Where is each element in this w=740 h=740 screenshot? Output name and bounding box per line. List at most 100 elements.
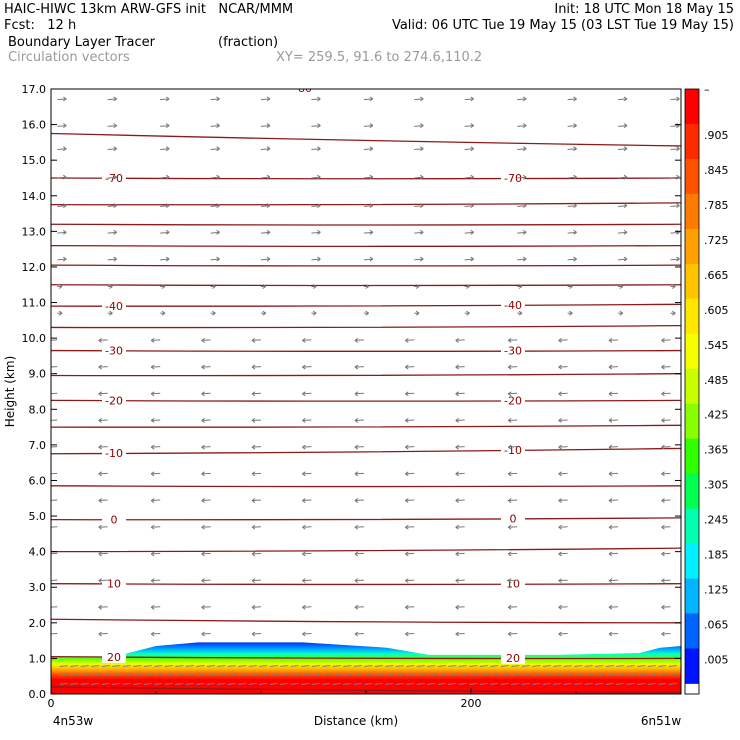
wind-vector-head [201,391,205,397]
wind-vector [637,673,646,676]
wind-vector [311,205,321,207]
wind-vector-head [558,471,562,477]
wind-vector [196,665,205,668]
wind-vector-head [608,418,613,423]
wind-vector [302,606,312,608]
wind-vector-head [98,418,102,423]
wind-vector [210,205,220,207]
wind-vector-head [98,471,102,477]
wind-vector-head [317,123,321,128]
wind-vector [363,98,373,101]
wind-vector-head [365,310,369,316]
wind-vector [151,472,161,475]
wind-vector [260,176,271,179]
wind-vector [567,231,577,234]
wind-vector [302,579,312,582]
wind-vector-head [420,123,424,128]
wind-vector [661,366,671,368]
wind-vector-head [623,229,628,235]
wind-vector-head [573,96,577,102]
wind-vector [269,673,278,676]
wind-vector-head [507,498,512,503]
wind-vector [57,176,67,179]
wind-vector [91,682,100,685]
colorbar-swatch [685,648,699,685]
wind-vector [151,366,161,368]
wind-vector [251,472,262,475]
wind-vector [302,446,312,448]
wind-vector [626,673,635,676]
wind-vector-head [58,284,63,289]
wind-vector-head [113,174,117,180]
wind-vector [98,366,108,368]
wind-vector-head [317,174,321,180]
contour-label-bg [102,171,126,184]
wind-vector-head [558,524,562,530]
wind-vector [201,526,211,528]
wind-vector [101,682,110,685]
colorbar-swatch [685,333,699,370]
wind-vector [196,673,205,676]
wind-vector-head [369,146,374,152]
wind-vector-head [98,444,102,450]
wind-vector [311,673,320,676]
wind-vector [464,258,474,261]
wind-vector [91,665,100,668]
wind-vector-head [369,96,374,102]
wind-vector [508,526,518,528]
wind-vector [185,665,194,668]
wind-vector-head [369,174,374,180]
wind-vector [608,579,619,582]
field-name: Boundary Layer Tracer [8,35,155,50]
wind-vector-head [251,524,256,530]
wind-vector [175,682,184,685]
wind-vector-head [302,631,306,637]
wind-vector-head [470,229,474,235]
wind-vector-head [354,551,359,557]
wind-vector [248,682,257,685]
wind-vector-head [470,146,474,152]
wind-vector [59,682,68,685]
wind-vector-head [369,229,374,235]
wind-vector [608,419,619,421]
wind-vector-head [608,364,613,370]
wind-vector [670,125,680,127]
contour-label-bg [501,651,525,664]
wind-vector [532,682,541,685]
wind-vector-head [455,418,459,423]
wind-vector [251,526,262,528]
wind-vector [608,366,619,368]
wind-vector-head [216,123,220,128]
wind-vector [558,552,568,555]
wind-vector-head [470,96,474,102]
wind-vector [553,682,562,685]
wind-vector [302,339,312,341]
wind-vector [201,552,211,555]
wind-vector [567,148,577,150]
wind-vector [508,606,518,608]
wind-vector-head [63,96,67,102]
wind-vector-head [251,471,256,477]
wind-vector [558,606,568,608]
contour-line [51,202,681,206]
wind-vector [405,499,415,502]
wind-vector-head [98,391,102,397]
wind-vector-head [369,203,374,209]
wind-vector [363,148,373,150]
wind-vector-head [455,498,459,503]
y-tick-label: 7.0 [29,439,47,452]
wind-vector-head [569,284,573,289]
wind-vector [133,682,142,685]
wind-vector-head [165,203,170,209]
wind-vector [661,499,671,502]
wind-vector [455,472,465,475]
wind-vector [151,339,161,341]
wind-vector [608,526,619,528]
wind-vector-head [405,444,409,450]
contour-line [51,655,681,660]
wind-vector [260,125,271,127]
colorbar-swatch [685,543,699,580]
wind-vector [122,673,131,676]
wind-vector [517,231,527,234]
